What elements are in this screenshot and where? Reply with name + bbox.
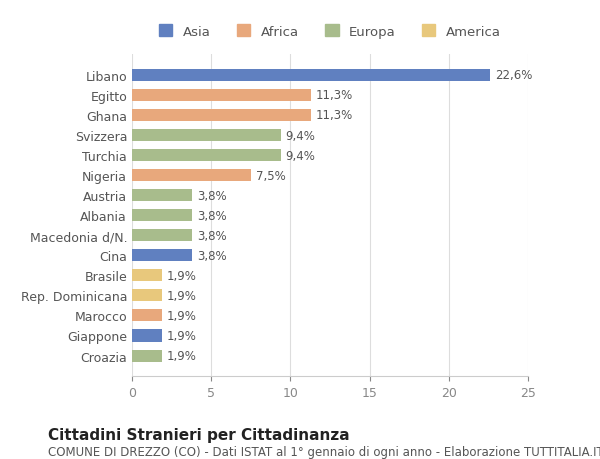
Text: COMUNE DI DREZZO (CO) - Dati ISTAT al 1° gennaio di ogni anno - Elaborazione TUT: COMUNE DI DREZZO (CO) - Dati ISTAT al 1°…: [48, 445, 600, 458]
Bar: [132, 210, 192, 222]
Text: 1,9%: 1,9%: [167, 329, 197, 342]
Bar: [132, 330, 162, 342]
Text: 1,9%: 1,9%: [167, 349, 197, 362]
Bar: [132, 70, 490, 82]
Text: 11,3%: 11,3%: [316, 89, 353, 102]
Text: 3,8%: 3,8%: [197, 249, 227, 262]
Bar: [132, 150, 281, 162]
Bar: [132, 190, 192, 202]
Text: 3,8%: 3,8%: [197, 189, 227, 202]
Bar: [132, 110, 311, 122]
Bar: [132, 270, 162, 282]
Bar: [132, 250, 192, 262]
Bar: [132, 310, 162, 322]
Legend: Asia, Africa, Europa, America: Asia, Africa, Europa, America: [154, 20, 506, 44]
Bar: [132, 90, 311, 102]
Text: 11,3%: 11,3%: [316, 109, 353, 122]
Bar: [132, 230, 192, 242]
Text: 9,4%: 9,4%: [286, 129, 316, 142]
Bar: [132, 170, 251, 182]
Text: 1,9%: 1,9%: [167, 309, 197, 322]
Text: Cittadini Stranieri per Cittadinanza: Cittadini Stranieri per Cittadinanza: [48, 427, 350, 442]
Text: 22,6%: 22,6%: [495, 69, 532, 82]
Bar: [132, 350, 162, 362]
Text: 1,9%: 1,9%: [167, 269, 197, 282]
Text: 7,5%: 7,5%: [256, 169, 286, 182]
Bar: [132, 130, 281, 142]
Bar: [132, 290, 162, 302]
Text: 1,9%: 1,9%: [167, 289, 197, 302]
Text: 3,8%: 3,8%: [197, 229, 227, 242]
Text: 3,8%: 3,8%: [197, 209, 227, 222]
Text: 9,4%: 9,4%: [286, 149, 316, 162]
